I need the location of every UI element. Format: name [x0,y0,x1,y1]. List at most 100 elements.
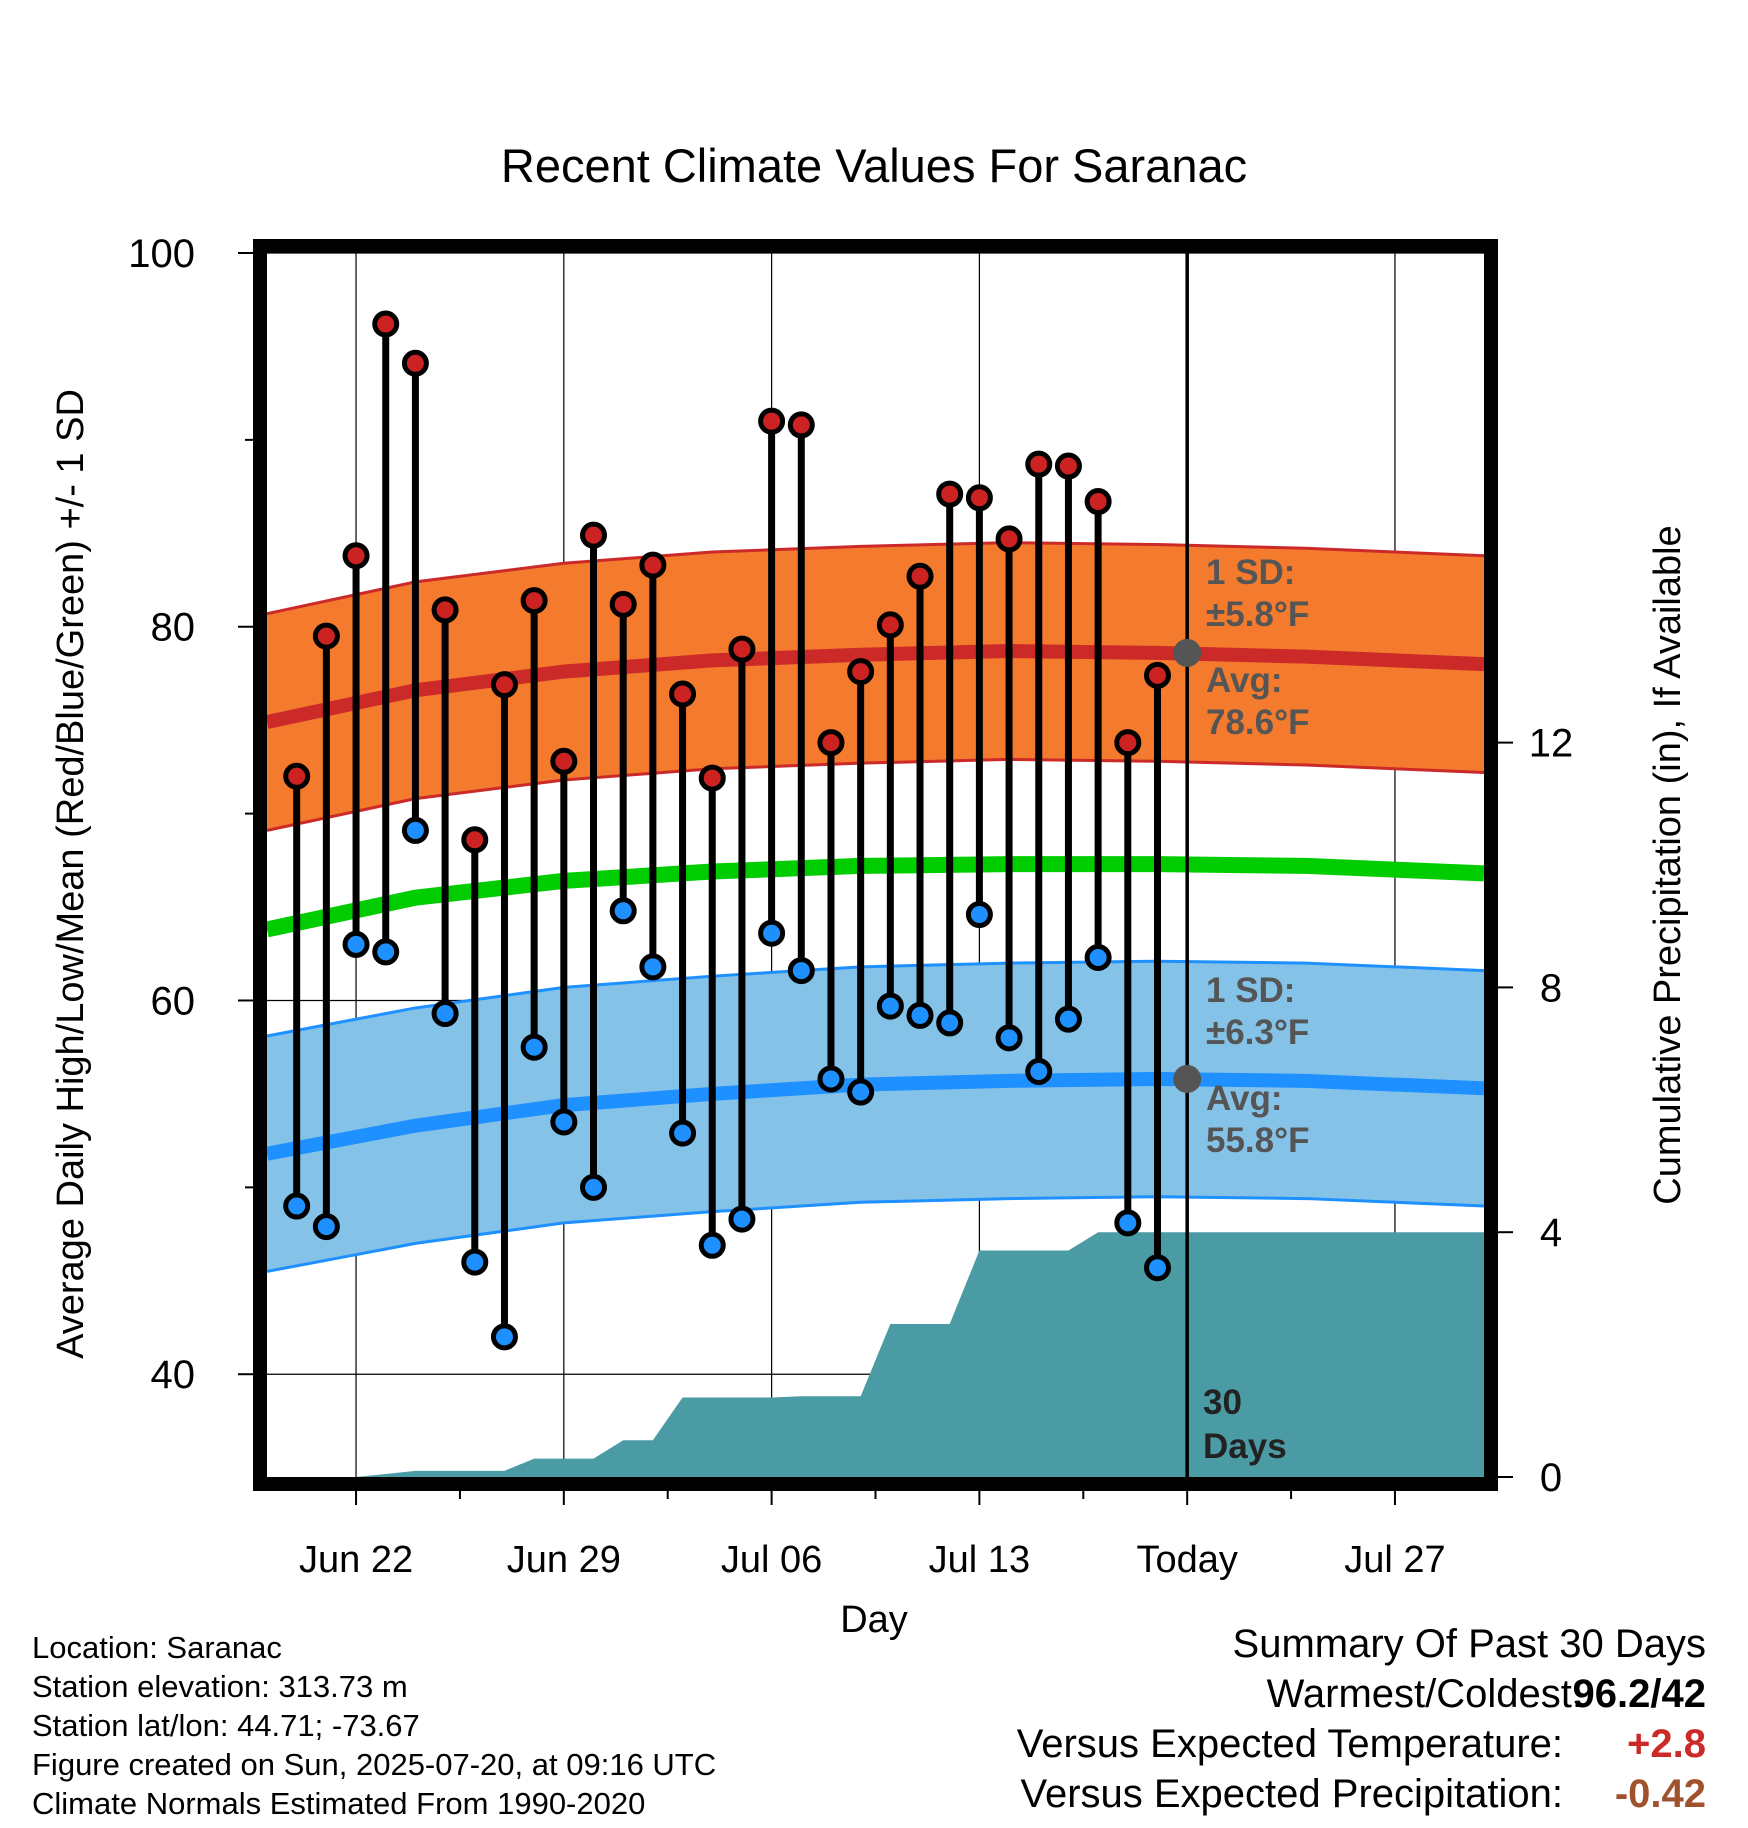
latlon-text: Station lat/lon: 44.71; -73.67 [32,1708,420,1743]
daily-high-dot [876,611,904,639]
daily-high-dot [401,349,429,377]
precipitation-departure-value: -0.42 [1614,1772,1706,1816]
high-avg-label: Avg: [1206,661,1282,700]
daily-low-dot [372,938,400,966]
x-tick-label: Today [1136,1539,1237,1581]
daily-high-dot [1054,452,1082,480]
y-tick-label: 100 [128,232,195,276]
y2-tick-label: 8 [1540,966,1562,1010]
daily-low-dot [342,930,370,958]
coldest-value: 42 [1661,1672,1707,1716]
mean-normal-line [265,856,1485,938]
location-text: Location: Saranac [32,1630,282,1665]
daily-low-dot [550,1108,578,1136]
summary-title: Summary Of Past 30 Days [1232,1622,1706,1666]
y2-tick-label: 12 [1529,722,1574,766]
daily-high-dot [758,407,786,435]
daily-high-dot [906,562,934,590]
daily-high-dot [698,764,726,792]
daily-low-dot [401,816,429,844]
elevation-text: Station elevation: 313.73 m [32,1669,408,1704]
y-axis-label: Average Daily High/Low/Mean (Red/Blue/Gr… [50,389,92,1359]
daily-low-dot [906,1001,934,1029]
daily-high-dot [1084,488,1112,516]
low-avg-label: Avg: [1206,1079,1282,1118]
daily-high-dot [1114,729,1142,757]
daily-low-dot [995,1024,1023,1052]
daily-high-dot [490,671,518,699]
daily-low-dot [669,1119,697,1147]
daily-low-dot [965,901,993,929]
daily-high-dot [965,484,993,512]
low-band-lower-edge [266,1195,1485,1273]
normals-text: Climate Normals Estimated From 1990-2020 [32,1786,646,1821]
today-low-avg-marker [1173,1064,1202,1093]
daily-high-dot [639,551,667,579]
daily-high-dot [1143,661,1171,689]
temperature-departure-value: +2.8 [1627,1722,1706,1766]
daily-high-dot [787,411,815,439]
annotations: 1 SD: ±5.8°F Avg: 78.6°F 1 SD: ±6.3°F Av… [1203,553,1310,1466]
low-sd-value: ±6.3°F [1206,1013,1309,1052]
today-line [1173,253,1202,1477]
daily-low-dot [936,1009,964,1037]
daily-low-dot [787,957,815,985]
x-tick-label: Jun 22 [299,1539,413,1581]
precipitation-fill [267,1232,1484,1477]
axes: 40 60 80 100 0 4 8 12 Jun 22 Jun 29 Jul 06 Jul 13 To… [128,232,1573,1581]
daily-high-dot [817,729,845,757]
normal-bands [265,541,1485,1273]
high-avg-value: 78.6°F [1206,703,1310,742]
precipitation-area [267,1232,1484,1477]
daily-low-dot [490,1323,518,1351]
low-band [267,961,1484,1272]
x-tick-label: Jul 06 [721,1539,822,1581]
station-info: Location: Saranac Station elevation: 313… [32,1628,716,1823]
daily-high-dot [728,635,756,663]
daily-low-dot [728,1205,756,1233]
created-text: Figure created on Sun, 2025-07-20, at 09… [32,1747,717,1782]
daily-high-dot [461,826,489,854]
daily-dots [283,310,1171,1351]
daily-low-dot [639,953,667,981]
low-sd-label: 1 SD: [1206,971,1295,1010]
daily-low-dot [1143,1254,1171,1282]
daily-low-dot [847,1078,875,1106]
daily-low-dot [580,1173,608,1201]
y2-axis-label: Cumulative Precipitation (in), If Availa… [1647,525,1689,1204]
plot-frame [253,239,1498,1491]
daily-low-dot [758,919,786,947]
daily-high-dot [669,680,697,708]
today-high-avg-marker [1173,638,1202,667]
summary-label: Versus Expected Precipitation: [1020,1772,1563,1816]
summary-label: Versus Expected Temperature: [1016,1722,1563,1766]
daily-high-dot [1025,450,1053,478]
daily-low-dot [520,1033,548,1061]
value-separator: / [1650,1672,1662,1716]
y-tick-label: 80 [151,606,196,650]
days-count: 30 [1203,1383,1242,1422]
daily-high-dot [847,658,875,686]
daily-low-dot [1084,944,1112,972]
daily-low-dot [461,1248,489,1276]
daily-high-dot [609,590,637,618]
y2-tick-label: 0 [1540,1456,1562,1500]
daily-low-dot [698,1231,726,1259]
high-sd-value: ±5.8°F [1206,595,1309,634]
daily-high-dot [550,747,578,775]
daily-high-dot [936,480,964,508]
daily-high-dot [342,542,370,570]
high-band-upper-edge [266,541,1485,616]
chart-title: Recent Climate Values For Saranac [501,139,1247,192]
daily-high-dot [372,310,400,338]
daily-low-dot [817,1065,845,1093]
high-normal-line [265,644,1485,729]
daily-high-dot [580,521,608,549]
daily-high-dot [520,587,548,615]
daily-high-dot [995,525,1023,553]
high-sd-label: 1 SD: [1206,553,1295,592]
daily-high-dot [283,762,311,790]
days-label: Days [1203,1427,1287,1466]
daily-high-dot [431,596,459,624]
summary-value: 96.2/42 [1573,1672,1706,1717]
